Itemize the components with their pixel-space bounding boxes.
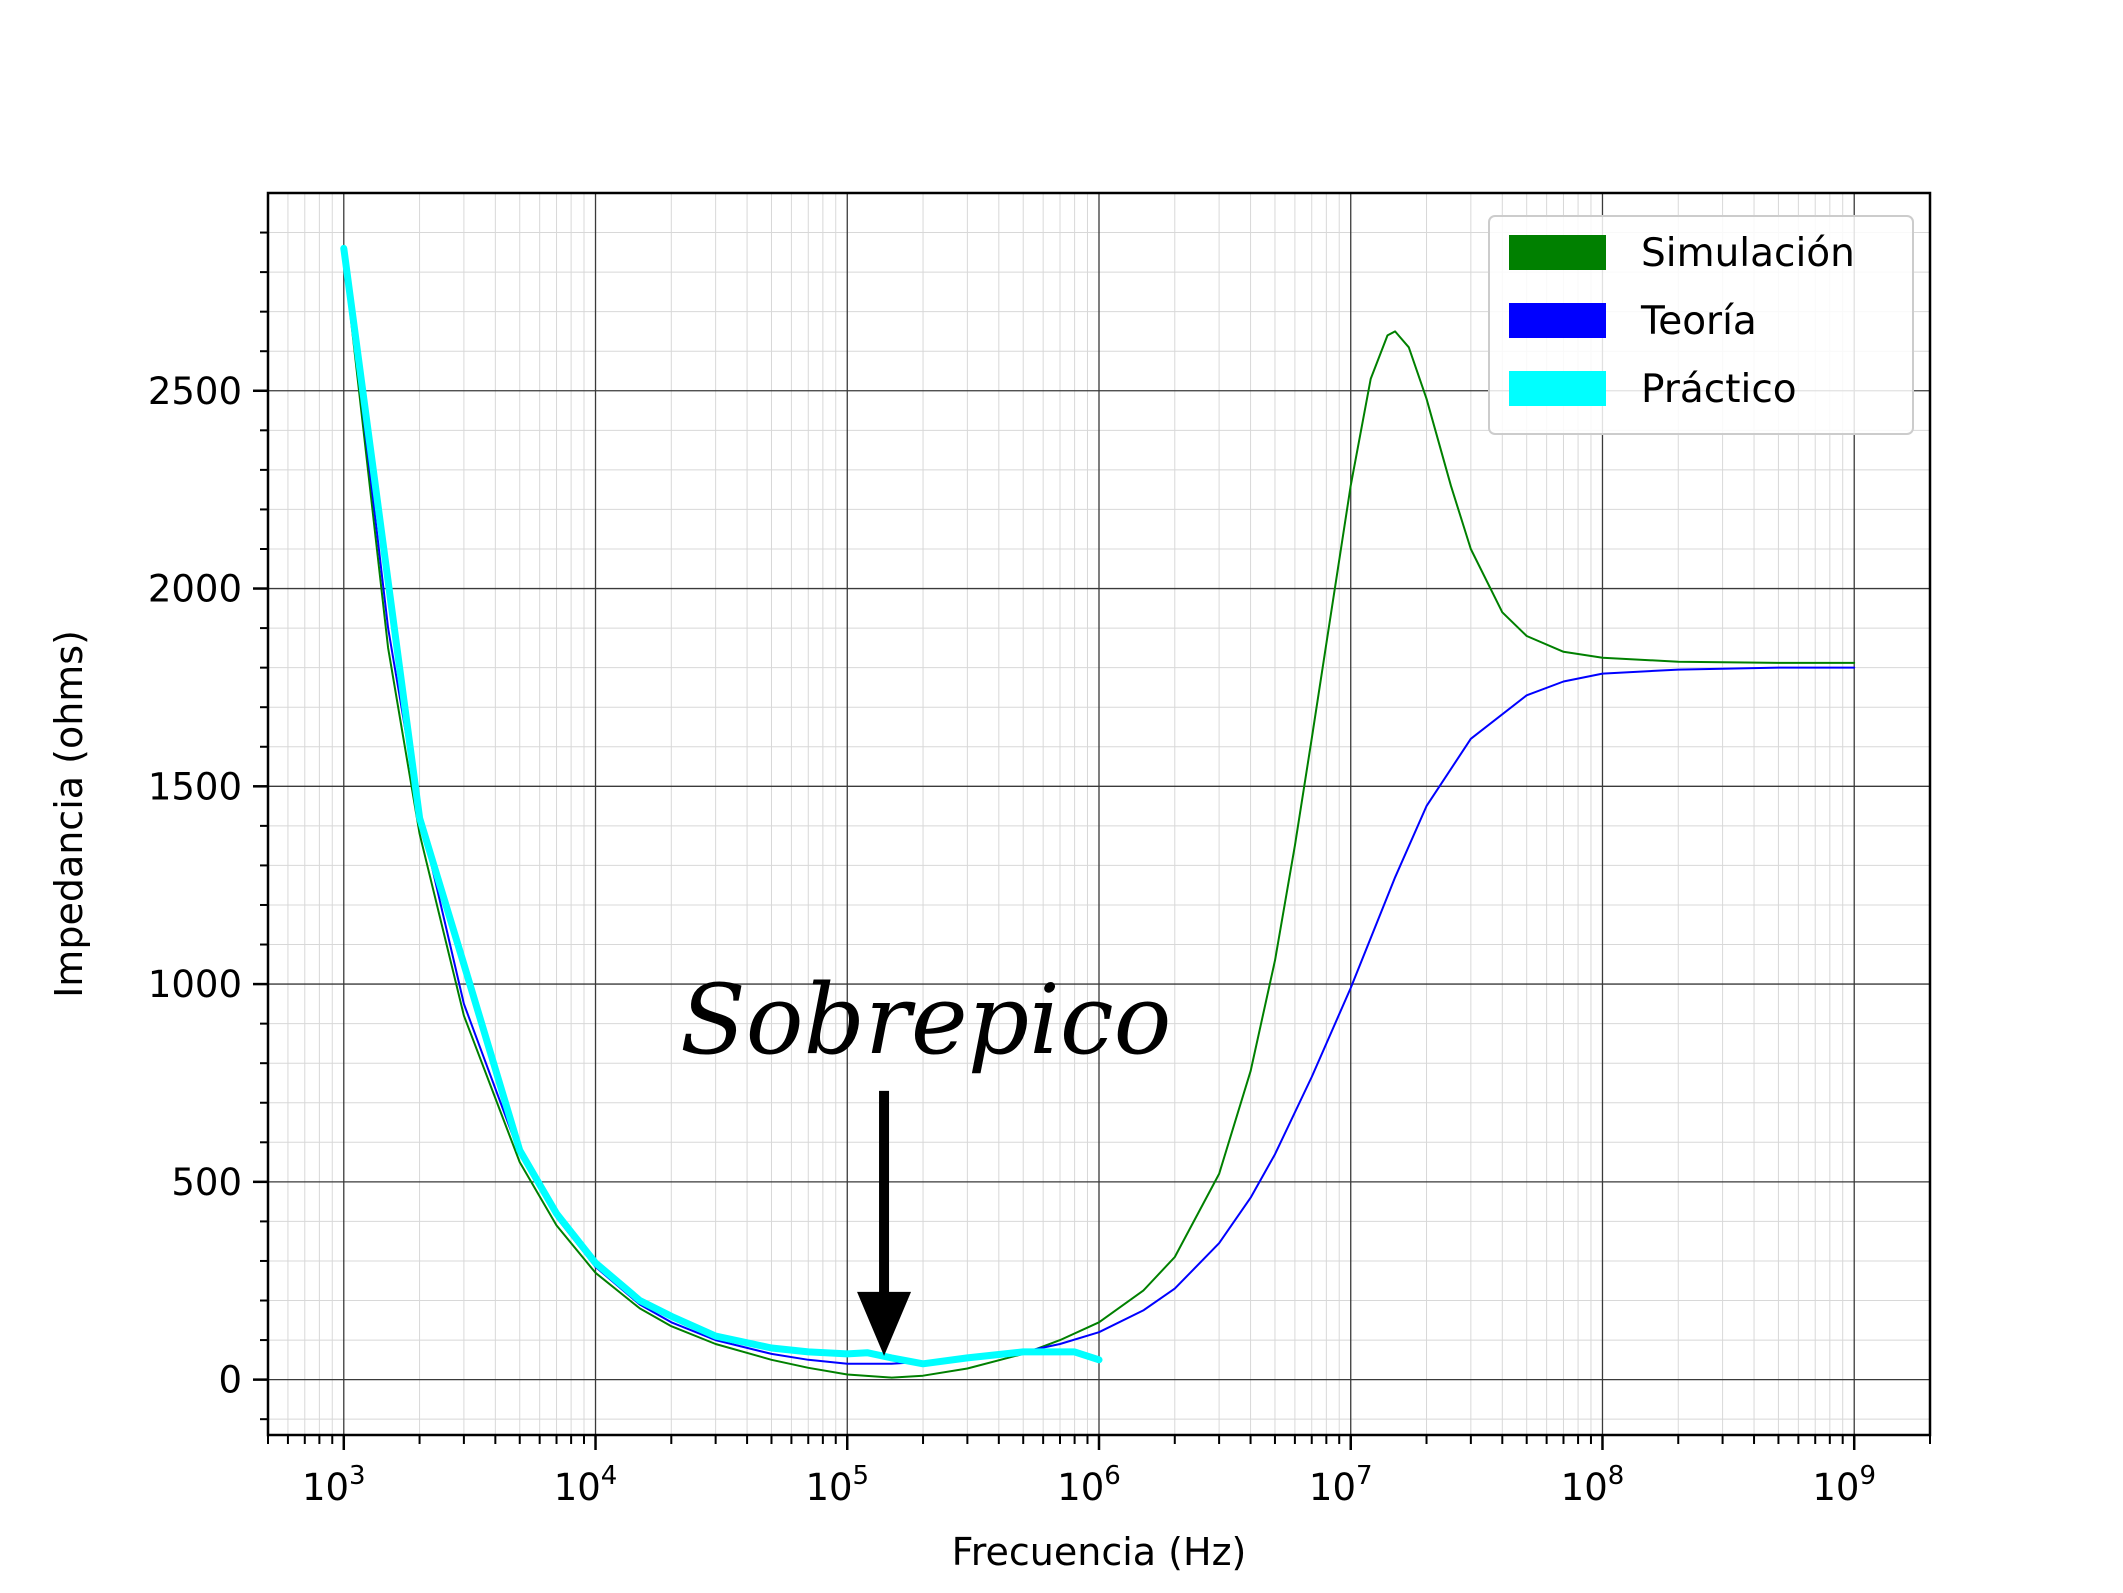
x-tick-base: 10 bbox=[805, 1466, 852, 1509]
y-tick-label: 0 bbox=[218, 1359, 242, 1402]
x-tick-exponent: 6 bbox=[1104, 1461, 1121, 1491]
y-axis-label: Impedancia (ohms) bbox=[47, 630, 91, 998]
y-tick-label: 2500 bbox=[148, 370, 242, 413]
x-tick-exponent: 8 bbox=[1608, 1461, 1625, 1491]
legend-swatch bbox=[1509, 371, 1606, 406]
y-tick-label: 2000 bbox=[148, 568, 242, 611]
annotation-text: Sobrepico bbox=[680, 964, 1171, 1076]
series-line-simulacion bbox=[342, 255, 1856, 1379]
axis-ticks bbox=[253, 231, 1931, 1450]
x-tick-exponent: 9 bbox=[1859, 1461, 1876, 1491]
annotation-arrow-head bbox=[857, 1291, 912, 1356]
x-tick-base: 10 bbox=[1561, 1466, 1608, 1509]
legend-swatch bbox=[1509, 235, 1606, 270]
y-tick-label: 500 bbox=[171, 1161, 242, 1204]
x-tick-base: 10 bbox=[302, 1466, 349, 1509]
tick-labels: 103 104 105 106 107 108 1090500100015002000250… bbox=[148, 370, 1876, 1509]
legend-swatch bbox=[1509, 303, 1606, 338]
y-tick-label: 1000 bbox=[148, 963, 242, 1006]
x-tick-label: 103 bbox=[302, 1461, 366, 1509]
x-tick-label: 107 bbox=[1309, 1461, 1373, 1509]
x-tick-label: 108 bbox=[1561, 1461, 1625, 1509]
x-tick-base: 10 bbox=[1057, 1466, 1104, 1509]
y-tick-label: 1500 bbox=[148, 765, 242, 808]
x-tick-exponent: 4 bbox=[601, 1461, 618, 1491]
x-tick-base: 10 bbox=[1812, 1466, 1859, 1509]
x-tick-exponent: 3 bbox=[349, 1461, 366, 1491]
x-tick-label: 104 bbox=[554, 1461, 618, 1509]
x-tick-base: 10 bbox=[1309, 1466, 1356, 1509]
x-tick-label: 105 bbox=[805, 1461, 869, 1509]
sobrepico-annotation: Sobrepico bbox=[680, 964, 1171, 1356]
legend: Simulación Teoría Práctico bbox=[1488, 215, 1914, 435]
x-axis-label: Frecuencia (Hz) bbox=[952, 1530, 1247, 1574]
legend-label: Simulación bbox=[1641, 231, 1855, 276]
x-tick-label: 109 bbox=[1812, 1461, 1876, 1509]
legend-label: Teoría bbox=[1640, 299, 1757, 344]
series-line-practico bbox=[340, 244, 1103, 1368]
legend-label: Práctico bbox=[1641, 367, 1797, 412]
x-tick-exponent: 5 bbox=[853, 1461, 870, 1491]
x-tick-exponent: 7 bbox=[1356, 1461, 1373, 1491]
series-layer bbox=[340, 244, 1856, 1379]
x-tick-base: 10 bbox=[554, 1466, 601, 1509]
x-tick-label: 106 bbox=[1057, 1461, 1121, 1509]
